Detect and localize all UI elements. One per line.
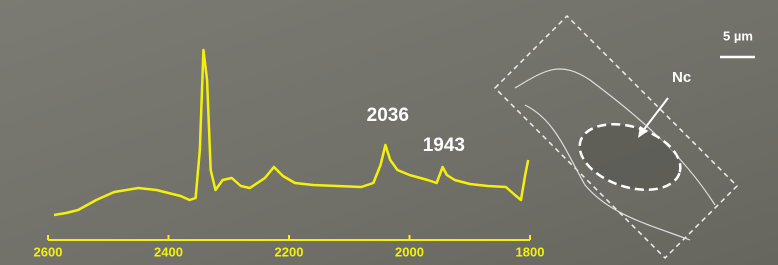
figure: Nc 5 µm 2600 2400 2200 2000 1800 2036 1943: [0, 0, 778, 265]
x-tick-label: 1800: [516, 244, 545, 259]
peak-label: 1943: [423, 135, 465, 156]
peak-label: 2036: [367, 105, 409, 126]
x-tick-label: 2400: [154, 244, 183, 259]
x-tick-label: 2600: [34, 244, 63, 259]
x-tick-label: 2000: [395, 244, 424, 259]
scale-bar-label: 5 µm: [723, 28, 753, 43]
x-tick-label: 2200: [275, 244, 304, 259]
micrograph-background: [0, 0, 778, 265]
nucleus-label: Nc: [672, 69, 691, 86]
